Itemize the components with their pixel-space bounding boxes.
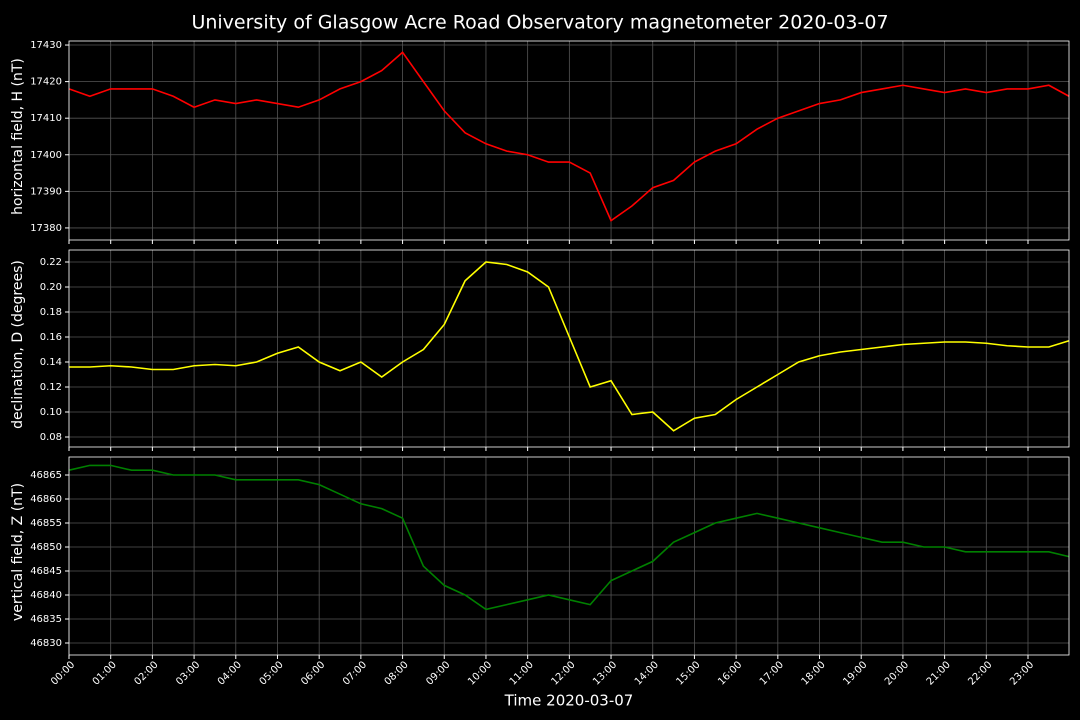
y-tick-label: 17380 — [30, 223, 62, 234]
y-tick-label: 0.14 — [40, 357, 62, 368]
y-tick-label: 46840 — [30, 590, 62, 601]
plot-frame — [68, 40, 1070, 241]
y-axis-label: declination, D (degrees) — [10, 260, 26, 429]
y-tick-label: 46845 — [30, 566, 62, 577]
chart-title: University of Glasgow Acre Road Observat… — [191, 12, 888, 34]
y-tick-label: 0.12 — [40, 382, 62, 393]
y-tick-label: 17430 — [30, 40, 62, 51]
data-line — [69, 261, 1070, 432]
y-tick-label: 46855 — [30, 518, 62, 529]
y-tick-label: 46865 — [30, 470, 62, 481]
y-tick-label: 0.22 — [40, 257, 62, 268]
y-tick-label: 17400 — [30, 150, 62, 161]
y-tick-label: 0.16 — [40, 332, 62, 343]
y-axis-label: vertical field, Z (nT) — [10, 483, 26, 621]
y-tick-label: 46850 — [30, 542, 62, 553]
y-axis-label: horizontal field, H (nT) — [10, 58, 26, 215]
y-tick-label: 17420 — [30, 77, 62, 88]
y-tick-label: 0.10 — [40, 407, 62, 418]
y-tick-label: 17390 — [30, 186, 62, 197]
y-tick-label: 0.20 — [40, 282, 62, 293]
data-line — [68, 51, 1070, 222]
y-tick-label: 0.08 — [40, 432, 62, 443]
y-tick-label: 0.18 — [40, 307, 62, 318]
y-tick-label: 46835 — [30, 614, 62, 625]
x-axis-label: Time 2020-03-07 — [504, 692, 634, 710]
plot-frame — [68, 249, 1070, 448]
y-tick-label: 46830 — [30, 638, 62, 649]
y-tick-label: 46860 — [30, 494, 62, 505]
data-line — [68, 464, 1070, 611]
plot-frame — [68, 456, 1070, 656]
y-tick-label: 17410 — [30, 113, 62, 124]
